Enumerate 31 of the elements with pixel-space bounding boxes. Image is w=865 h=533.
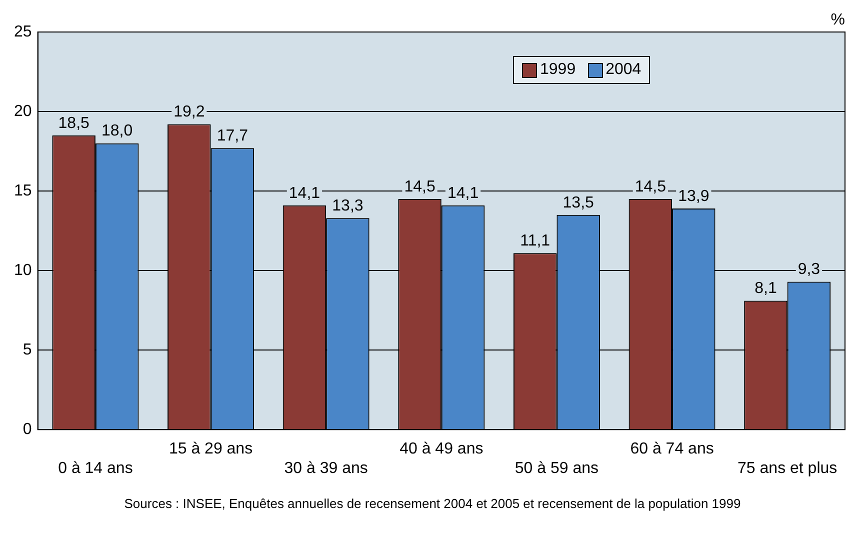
x-tick-label: 75 ans et plus	[738, 460, 838, 477]
y-tick-label: 20	[14, 102, 32, 120]
x-tick-label: 60 à 74 ans	[630, 440, 714, 458]
y-tick-label: 15	[14, 182, 32, 200]
data-label: 13,5	[562, 194, 594, 212]
data-label: 13,3	[332, 197, 364, 214]
data-label: 11,1	[520, 232, 550, 250]
y-tick-label: 25	[14, 23, 32, 40]
data-label: 18,0	[102, 122, 133, 140]
data-label: 9,3	[798, 261, 820, 278]
data-label: 14,1	[447, 184, 479, 202]
y-axis-title: %	[830, 11, 845, 28]
y-tick-label: 5	[22, 341, 32, 358]
data-label: 14,5	[634, 178, 666, 196]
y-tick-label: 10	[14, 262, 32, 279]
y-tick-label: 0	[22, 421, 32, 438]
data-label: 14,5	[404, 178, 436, 196]
data-label: 14,1	[288, 184, 320, 202]
x-tick-label: 0 à 14 ans	[58, 460, 133, 477]
data-label: 19,2	[174, 104, 205, 121]
x-tick-label: 40 à 49 ans	[400, 440, 484, 458]
x-tick-label: 50 à 59 ans	[514, 460, 599, 477]
legend-label: 2004	[606, 61, 642, 79]
data-label: 18,5	[58, 114, 90, 132]
legend-label: 1999	[540, 61, 576, 79]
x-tick-label: 15 à 29 ans	[168, 440, 253, 458]
source-note: Sources : INSEE, Enquêtes annuelles de recensement 2004 et 2005 et recensement de la population 1999	[123, 496, 742, 511]
data-label: 17,7	[216, 128, 248, 145]
data-label: 8,1	[754, 280, 777, 298]
data-label: 13,9	[678, 188, 710, 205]
x-tick-label: 30 à 39 ans	[284, 460, 368, 477]
